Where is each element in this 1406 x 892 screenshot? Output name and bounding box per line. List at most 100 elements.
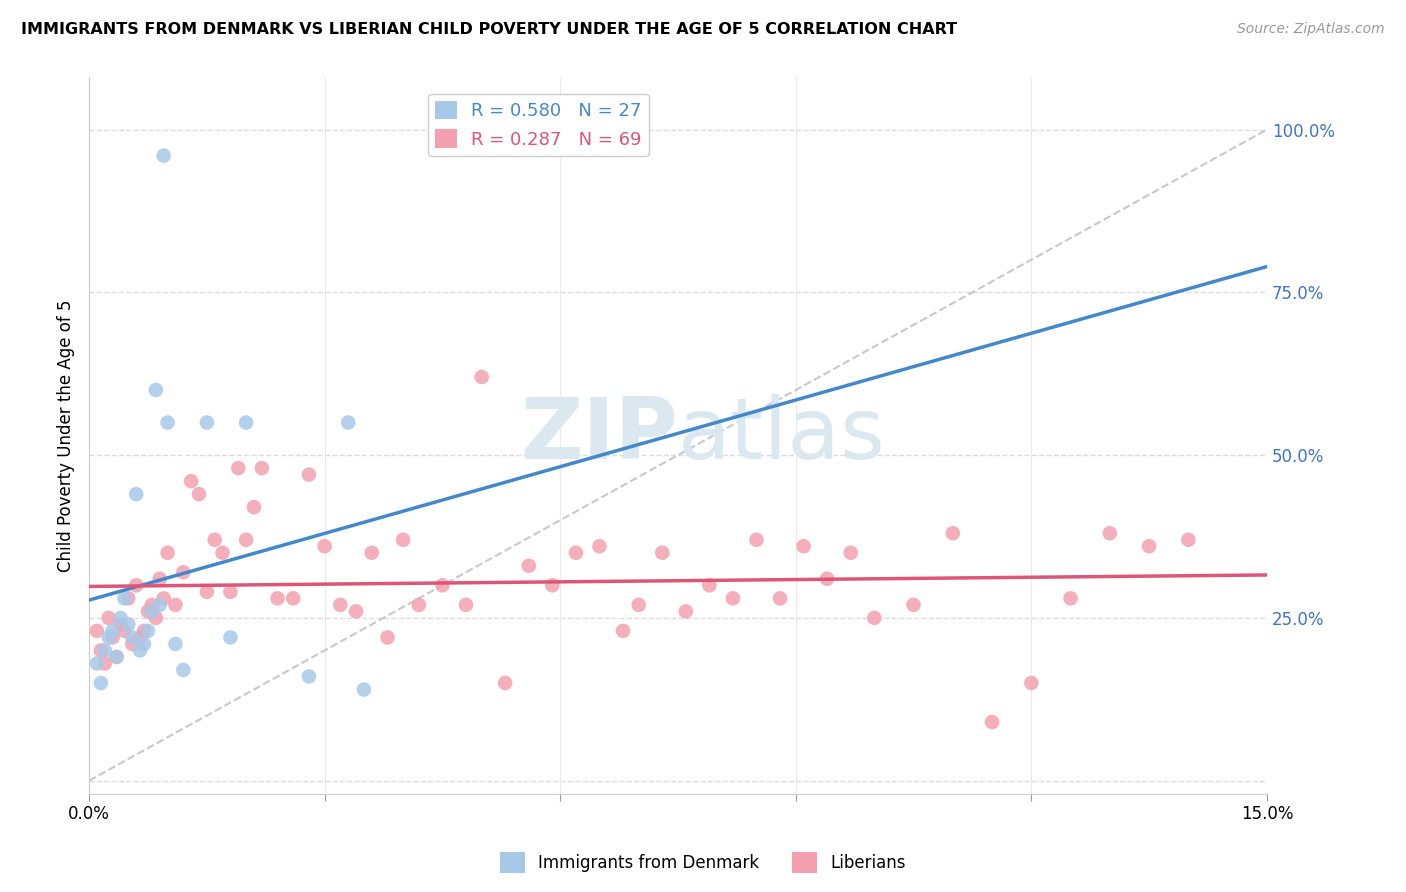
Point	[471, 370, 494, 384]
Point	[793, 539, 815, 553]
Point	[675, 604, 697, 618]
Point	[117, 617, 139, 632]
Point	[565, 546, 588, 560]
Point	[172, 663, 194, 677]
Point	[651, 546, 673, 560]
Point	[344, 604, 367, 618]
Point	[121, 637, 143, 651]
Point	[132, 624, 155, 638]
Point	[112, 624, 135, 638]
Point	[392, 533, 415, 547]
Point	[517, 558, 540, 573]
Point	[283, 591, 305, 606]
Point	[141, 604, 163, 618]
Point	[149, 598, 172, 612]
Point	[152, 148, 174, 162]
Point	[699, 578, 721, 592]
Point	[219, 631, 242, 645]
Point	[156, 546, 179, 560]
Point	[152, 591, 174, 606]
Point	[188, 487, 211, 501]
Point	[1137, 539, 1160, 553]
Point	[125, 487, 148, 501]
Point	[903, 598, 925, 612]
Point	[125, 578, 148, 592]
Point	[612, 624, 634, 638]
Point	[105, 649, 128, 664]
Point	[432, 578, 454, 592]
Text: atlas: atlas	[678, 394, 886, 477]
Point	[90, 643, 112, 657]
Point	[1098, 526, 1121, 541]
Point	[353, 682, 375, 697]
Point	[219, 584, 242, 599]
Point	[769, 591, 792, 606]
Point	[101, 631, 124, 645]
Point	[156, 416, 179, 430]
Point	[172, 566, 194, 580]
Point	[721, 591, 744, 606]
Point	[627, 598, 650, 612]
Point	[815, 572, 838, 586]
Point	[112, 591, 135, 606]
Point	[360, 546, 382, 560]
Point	[235, 533, 257, 547]
Point	[329, 598, 352, 612]
Point	[129, 631, 152, 645]
Point	[110, 617, 132, 632]
Point	[298, 669, 321, 683]
Point	[266, 591, 288, 606]
Point	[454, 598, 477, 612]
Point	[90, 676, 112, 690]
Point	[588, 539, 610, 553]
Point	[110, 611, 132, 625]
Point	[94, 643, 117, 657]
Point	[129, 643, 152, 657]
Point	[981, 714, 1004, 729]
Point	[86, 657, 108, 671]
Point	[94, 657, 117, 671]
Text: ZIP: ZIP	[520, 394, 678, 477]
Point	[180, 474, 202, 488]
Point	[132, 637, 155, 651]
Point	[337, 416, 360, 430]
Y-axis label: Child Poverty Under the Age of 5: Child Poverty Under the Age of 5	[58, 300, 75, 572]
Point	[86, 624, 108, 638]
Point	[235, 416, 257, 430]
Point	[136, 604, 159, 618]
Point	[136, 624, 159, 638]
Point	[204, 533, 226, 547]
Point	[377, 631, 399, 645]
Point	[101, 624, 124, 638]
Point	[863, 611, 886, 625]
Point	[121, 631, 143, 645]
Point	[1021, 676, 1043, 690]
Legend: R = 0.580   N = 27, R = 0.287   N = 69: R = 0.580 N = 27, R = 0.287 N = 69	[427, 94, 650, 156]
Point	[839, 546, 862, 560]
Point	[165, 637, 187, 651]
Text: Source: ZipAtlas.com: Source: ZipAtlas.com	[1237, 22, 1385, 37]
Point	[250, 461, 273, 475]
Point	[408, 598, 430, 612]
Point	[314, 539, 336, 553]
Point	[226, 461, 249, 475]
Legend: Immigrants from Denmark, Liberians: Immigrants from Denmark, Liberians	[494, 846, 912, 880]
Point	[298, 467, 321, 482]
Point	[105, 649, 128, 664]
Point	[97, 611, 120, 625]
Point	[141, 598, 163, 612]
Text: IMMIGRANTS FROM DENMARK VS LIBERIAN CHILD POVERTY UNDER THE AGE OF 5 CORRELATION: IMMIGRANTS FROM DENMARK VS LIBERIAN CHIL…	[21, 22, 957, 37]
Point	[541, 578, 564, 592]
Point	[145, 383, 167, 397]
Point	[97, 631, 120, 645]
Point	[494, 676, 516, 690]
Point	[1059, 591, 1081, 606]
Point	[145, 611, 167, 625]
Point	[745, 533, 768, 547]
Point	[117, 591, 139, 606]
Point	[942, 526, 965, 541]
Point	[165, 598, 187, 612]
Point	[243, 500, 266, 515]
Point	[1177, 533, 1199, 547]
Point	[195, 584, 218, 599]
